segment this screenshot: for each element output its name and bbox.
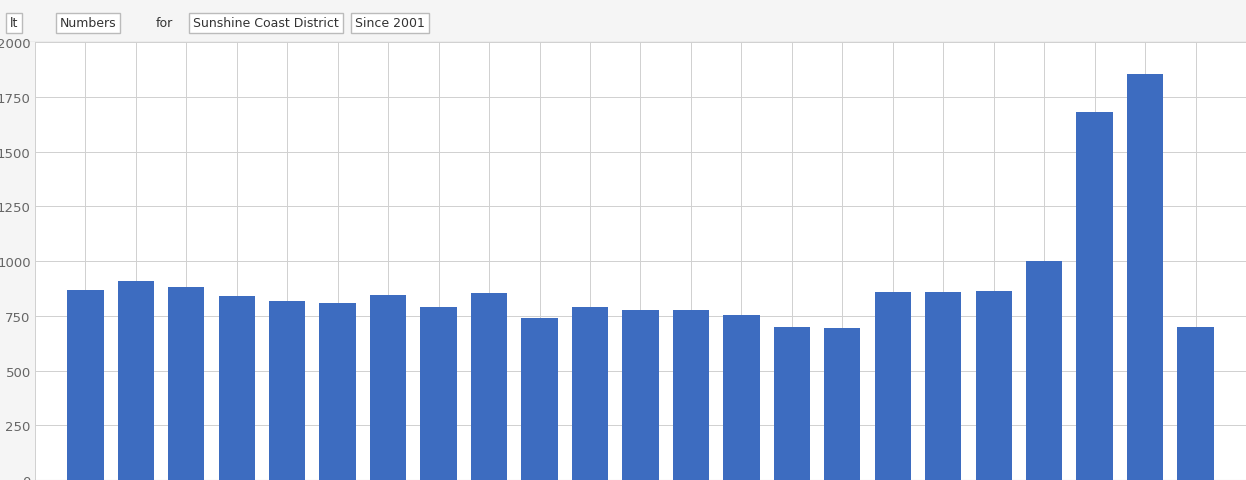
Text: lt: lt [10, 17, 19, 30]
Bar [824, 328, 861, 480]
Bar [1126, 75, 1164, 480]
Bar [622, 311, 659, 480]
Bar [723, 315, 760, 480]
Bar [319, 303, 356, 480]
Bar [521, 318, 558, 480]
Bar [168, 288, 204, 480]
Text: Since 2001: Since 2001 [355, 17, 425, 30]
Bar [218, 297, 255, 480]
Text: Numbers: Numbers [60, 17, 116, 30]
Bar [269, 301, 305, 480]
Bar [420, 308, 457, 480]
Bar [1177, 327, 1214, 480]
Bar [925, 292, 962, 480]
Bar [1077, 113, 1113, 480]
Bar [471, 293, 507, 480]
Bar [1025, 262, 1063, 480]
Bar [774, 327, 810, 480]
Text: Sunshine Coast District: Sunshine Coast District [193, 17, 339, 30]
Bar [117, 281, 155, 480]
Bar [572, 308, 608, 480]
Bar [67, 290, 103, 480]
Bar [976, 291, 1012, 480]
Bar [875, 292, 911, 480]
Text: for: for [156, 17, 173, 30]
Bar [370, 296, 406, 480]
Bar [673, 311, 709, 480]
